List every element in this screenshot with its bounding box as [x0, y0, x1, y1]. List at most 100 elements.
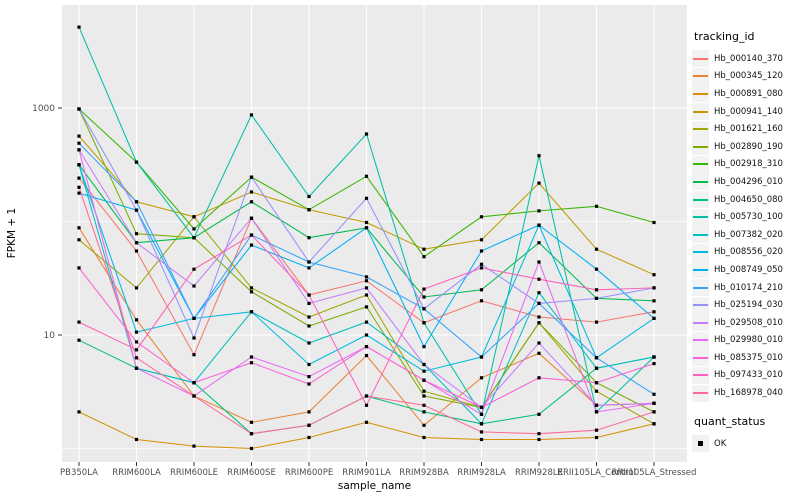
data-point [422, 410, 426, 414]
data-point [307, 375, 311, 379]
legend-key [692, 208, 709, 226]
data-point [192, 316, 196, 320]
data-point [134, 330, 139, 334]
data-point [249, 113, 254, 117]
data-point [479, 376, 484, 380]
data-point [77, 266, 81, 270]
data-point [652, 299, 656, 303]
data-point [479, 422, 484, 426]
data-point [307, 410, 311, 414]
legend-label: Hb_007382_020 [714, 229, 783, 240]
data-point [77, 338, 81, 342]
data-point [134, 241, 139, 245]
legend-label: Hb_000891_080 [714, 88, 783, 99]
data-point [192, 394, 196, 398]
data-point [479, 288, 484, 292]
data-point [77, 25, 81, 29]
data-point [594, 435, 599, 440]
data-point [249, 243, 254, 247]
data-point [134, 286, 139, 290]
legend-label: Hb_002918_310 [714, 159, 783, 170]
data-point [249, 361, 254, 365]
data-point [594, 428, 599, 432]
data-point [422, 295, 426, 299]
data-point [364, 320, 369, 324]
legend-key [692, 120, 709, 138]
data-point [422, 255, 426, 259]
x-tick-label: RRII105LA_Stressed [612, 468, 697, 478]
data-point [249, 310, 254, 314]
data-point [134, 437, 139, 442]
legend-color-line [693, 268, 708, 271]
data-point [307, 208, 311, 212]
legend-items: Hb_000140_370 Hb_000345_120 Hb_000891_080 H… [692, 50, 798, 402]
x-tick-label: RRIM600SE [227, 468, 276, 478]
data-point [422, 345, 426, 349]
x-tick-label: RRIM928LA [457, 468, 506, 478]
legend-key [692, 138, 709, 156]
data-point [77, 410, 81, 414]
data-point [537, 181, 541, 185]
legend-label: Hb_097433_010 [714, 370, 783, 381]
data-point [652, 286, 656, 290]
data-point [192, 444, 196, 448]
legend-key [692, 173, 709, 191]
data-point [364, 286, 369, 290]
data-point [422, 403, 426, 407]
data-point [537, 291, 541, 295]
x-tick-label: RRIM600LE [170, 468, 218, 478]
legend-color-line [693, 304, 708, 307]
legend-item: Hb_002890_190 [692, 138, 798, 156]
data-point [77, 191, 81, 195]
data-point [364, 196, 369, 200]
legend-item: Hb_168978_040 [692, 384, 798, 402]
legend-item: Hb_001621_160 [692, 120, 798, 138]
x-tick-label: RRIM928BA [399, 468, 449, 478]
legend-title-quant: quant_status [694, 414, 766, 428]
legend-color-line [693, 110, 708, 113]
data-point [249, 420, 254, 424]
legend-label: Hb_010174_210 [714, 282, 783, 293]
y-tick-label: 10 [44, 331, 56, 341]
data-point [594, 204, 599, 208]
data-point [652, 273, 656, 277]
data-point [479, 430, 484, 434]
legend-color-line [693, 145, 708, 148]
legend-item: Hb_008556_020 [692, 243, 798, 262]
data-point [192, 284, 196, 288]
data-point [537, 376, 541, 380]
legend-color-line [693, 356, 708, 359]
data-point [594, 267, 599, 271]
data-point [422, 378, 426, 382]
x-tick-label: RRIM928LE [515, 468, 563, 478]
x-tick-label: RRII105LA_Control [557, 468, 636, 478]
legend-key [692, 85, 709, 103]
data-point [594, 288, 599, 292]
data-point [134, 160, 139, 164]
legend-key [692, 226, 709, 244]
data-point [594, 247, 599, 251]
data-point [652, 392, 656, 396]
legend-label: Hb_008556_020 [714, 247, 783, 258]
legend-item: Hb_007382_020 [692, 226, 798, 244]
data-point [77, 238, 81, 242]
legend-key [692, 314, 709, 332]
plot-panel [62, 5, 687, 462]
data-point [307, 266, 311, 270]
data-point [594, 403, 599, 407]
data-point [652, 316, 656, 320]
data-point [537, 209, 541, 213]
data-point [364, 275, 369, 279]
x-axis-title: sample_name [338, 480, 411, 492]
data-point [652, 220, 656, 225]
legend-label: Hb_085375_010 [714, 352, 783, 363]
x-tick-label: RRIM600LA [112, 468, 161, 478]
legend-color-line [693, 92, 708, 95]
data-point [134, 208, 139, 212]
legend-key [692, 67, 709, 85]
data-point [192, 267, 196, 271]
data-point [134, 348, 139, 352]
data-point [364, 174, 369, 178]
legend-color-line [693, 163, 708, 166]
legend-key [692, 384, 709, 402]
